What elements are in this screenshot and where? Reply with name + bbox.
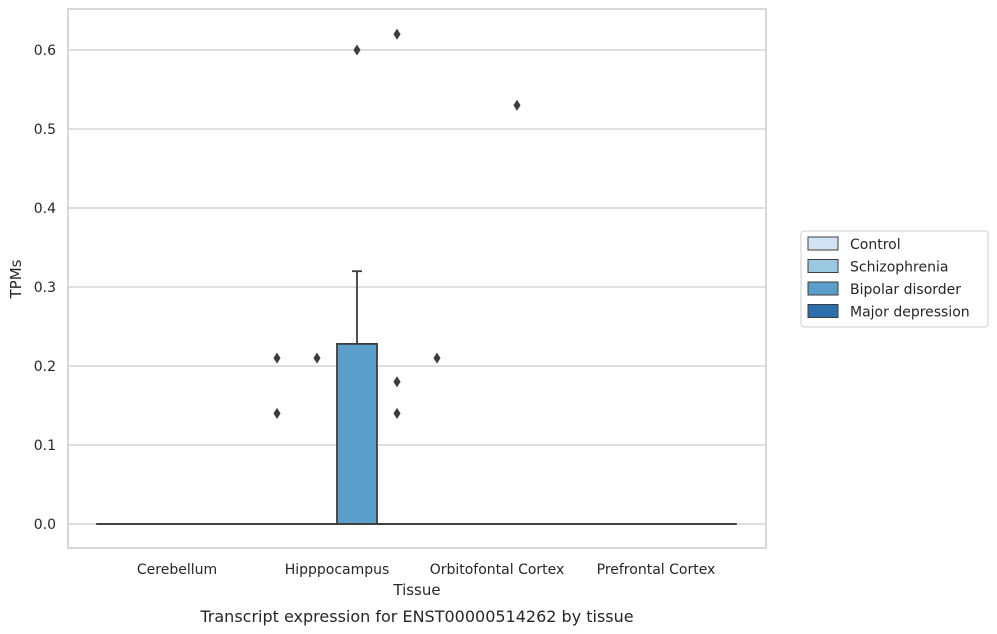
y-tick-label: 0.0: [34, 517, 56, 533]
y-axis-label: TPMs: [7, 259, 25, 299]
legend: Control Schizophrenia Bipolar disorder Majo…: [800, 230, 989, 328]
x-axis-ticks: Cerebellum Hipppocampus Orbitofontal Corte…: [137, 562, 715, 578]
grid-lines: [68, 49, 766, 525]
y-tick-label: 0.6: [34, 43, 56, 59]
box-series: [96, 270, 737, 525]
y-tick-label: 0.1: [34, 438, 56, 454]
y-tick-label: 0.4: [34, 201, 56, 217]
legend-swatch: [807, 259, 839, 273]
y-axis-ticks: 0.0 0.1 0.2 0.3 0.4 0.5 0.6: [34, 43, 56, 533]
series-bipolar-disorder: [176, 270, 697, 525]
legend-swatch: [807, 236, 839, 251]
plot-area-frame: [67, 8, 767, 549]
outlier-marker: [273, 407, 281, 419]
x-axis-label: Tissue: [392, 581, 440, 599]
legend-label: Bipolar disorder: [850, 282, 961, 298]
outlier-marker: [273, 352, 281, 364]
x-tick-label: Cerebellum: [137, 562, 217, 578]
y-tick-label: 0.5: [34, 122, 56, 138]
outlier-marker: [433, 352, 441, 364]
legend-label: Schizophrenia: [850, 260, 948, 276]
y-tick-label: 0.2: [34, 359, 56, 375]
legend-label: Major depression: [850, 305, 970, 321]
y-tick-label: 0.3: [34, 280, 56, 296]
outlier-marker: [353, 44, 361, 56]
x-tick-label: Prefrontal Cortex: [597, 562, 716, 578]
outlier-marker: [393, 28, 401, 40]
outlier-marker: [393, 376, 401, 388]
outlier-points: [273, 28, 521, 419]
legend-swatch: [807, 304, 839, 318]
outlier-marker: [393, 407, 401, 419]
legend-swatch: [807, 281, 839, 296]
x-tick-label: Hipppocampus: [285, 562, 390, 578]
outlier-marker: [513, 99, 521, 111]
figure-caption: Transcript expression for ENST0000051426…: [199, 607, 633, 626]
outlier-marker: [313, 352, 321, 364]
box: [336, 342, 378, 525]
legend-frame: [800, 230, 989, 328]
x-tick-label: Orbitofontal Cortex: [430, 562, 565, 578]
legend-label: Control: [850, 237, 901, 253]
